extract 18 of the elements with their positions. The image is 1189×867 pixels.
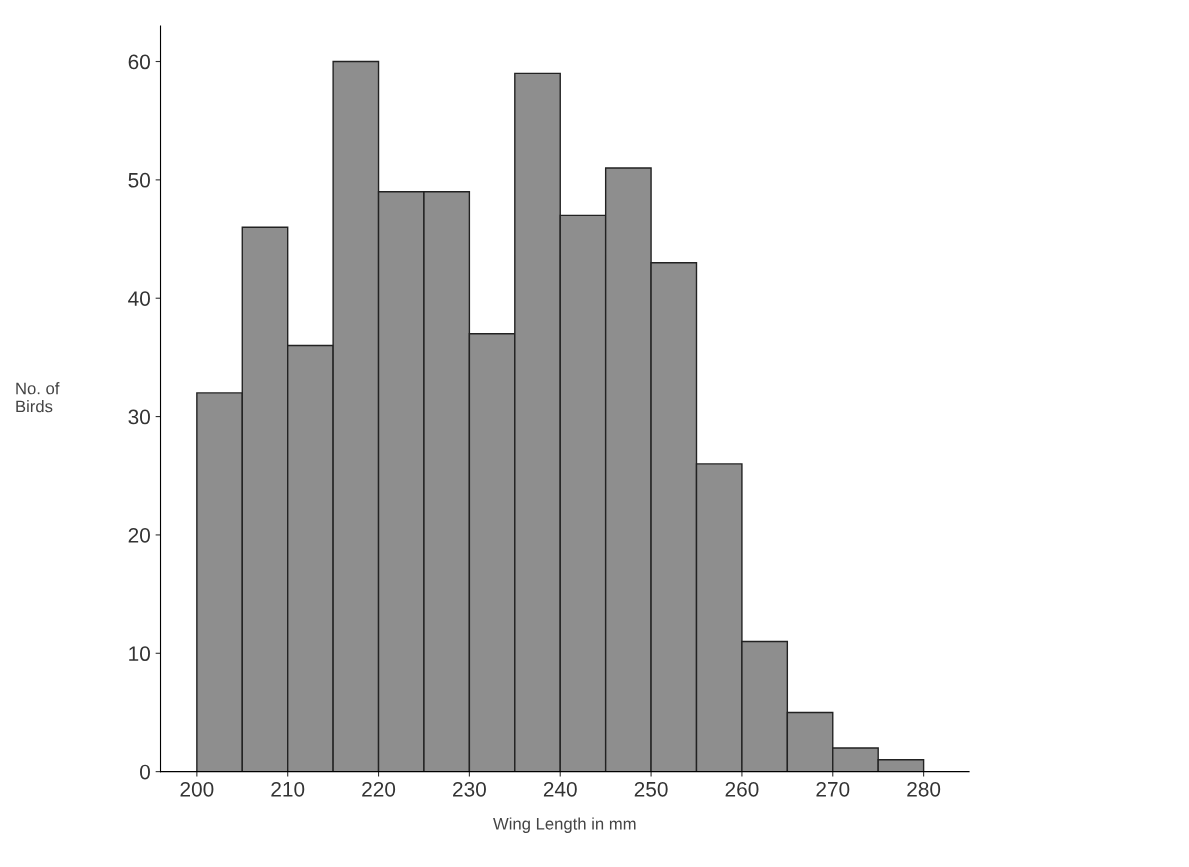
- y-tick-label: 20: [128, 527, 150, 543]
- x-tick-label: 240: [543, 781, 577, 797]
- x-axis-title: Wing Length in mm: [493, 817, 636, 833]
- x-tick-label: 270: [816, 781, 850, 797]
- y-tick-label: 60: [128, 54, 150, 70]
- x-tick-label: 210: [271, 781, 305, 797]
- x-tick-label: 250: [634, 781, 668, 797]
- y-tick-label: 50: [128, 172, 150, 188]
- y-tick-label: 10: [129, 646, 150, 662]
- y-tick-label: 0: [140, 764, 150, 780]
- x-tick-label: 230: [453, 781, 486, 797]
- y-tick-label: 30: [128, 409, 150, 425]
- x-tick-label: 260: [725, 781, 759, 797]
- y-tick-label: 40: [128, 291, 150, 306]
- x-tick-label: 280: [907, 781, 941, 797]
- x-tick-label: 220: [362, 781, 396, 797]
- y-axis-title: No. of Birds: [16, 382, 60, 413]
- x-tick-label: 200: [180, 781, 214, 797]
